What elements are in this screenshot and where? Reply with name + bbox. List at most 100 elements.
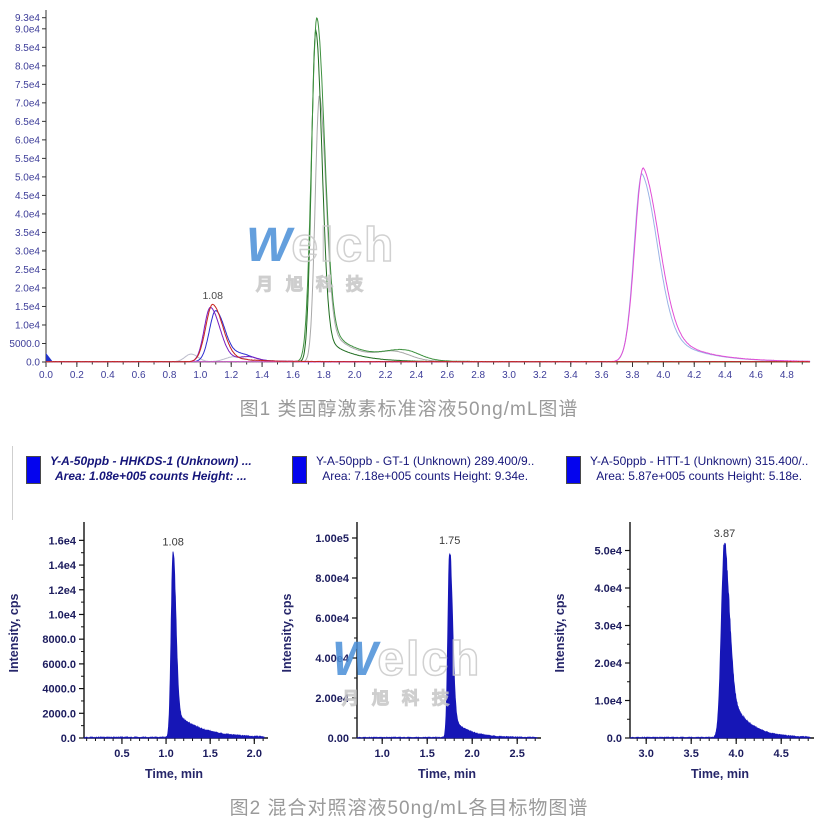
svg-text:1.4: 1.4 — [255, 370, 269, 381]
svg-text:8000.0: 8000.0 — [42, 634, 76, 646]
svg-text:4.4: 4.4 — [718, 370, 732, 381]
trace-area-height: Area: 5.87e+005 counts Height: 5.18e. — [596, 469, 803, 483]
trace-area-height: Area: 1.08e+005 counts Height: ... — [55, 469, 247, 483]
svg-text:3.0: 3.0 — [639, 748, 654, 760]
svg-text:0.5: 0.5 — [114, 748, 129, 760]
svg-text:1.6: 1.6 — [286, 370, 300, 381]
svg-text:2.5e4: 2.5e4 — [15, 265, 40, 276]
header-divider-line — [12, 446, 13, 520]
svg-text:0.6: 0.6 — [132, 370, 146, 381]
panel-gt1-plot: 0.00 2.00e4 4.00e4 6.00e4 8.00e4 1.00e5 1.0 1.5… — [280, 522, 541, 781]
trace-legend-htt1: Y-A-50ppb - HTT-1 (Unknown) 315.400/.. A… — [566, 454, 808, 484]
svg-text:Intensity, cps: Intensity, cps — [553, 593, 567, 672]
figure1-plot: 0.0 5000.0 1.0e4 1.5e4 2.0e4 2.5e4 3.0e4 3.5e4 4… — [9, 10, 811, 381]
svg-text:1.5: 1.5 — [420, 748, 435, 760]
svg-text:3.4: 3.4 — [564, 370, 578, 381]
svg-text:7.0e4: 7.0e4 — [15, 98, 40, 109]
svg-text:0.0: 0.0 — [26, 358, 40, 369]
svg-text:1.5e4: 1.5e4 — [15, 302, 40, 313]
panel-htt1: 0.0 1.0e4 2.0e4 3.0e4 4.0e4 5.0e4 3.0 3.5 4.0 4.5… — [546, 510, 818, 788]
svg-text:2.8: 2.8 — [471, 370, 485, 381]
svg-text:4.8: 4.8 — [780, 370, 794, 381]
svg-text:3.8: 3.8 — [626, 370, 640, 381]
trace-title: Y-A-50ppb - HHKDS-1 (Unknown) ... — [50, 454, 252, 468]
svg-text:0.4: 0.4 — [101, 370, 115, 381]
svg-text:2.5: 2.5 — [510, 748, 525, 760]
svg-text:4.0e4: 4.0e4 — [594, 583, 622, 595]
figure1-caption: 图1 类固醇激素标准溶液50ng/mL图谱 — [239, 399, 579, 420]
svg-text:8.0e4: 8.0e4 — [15, 61, 40, 72]
legend-color-swatch — [26, 456, 41, 484]
svg-text:3.0: 3.0 — [502, 370, 516, 381]
trace-legend-gt1: Y-A-50ppb - GT-1 (Unknown) 289.400/9.. A… — [292, 454, 534, 484]
svg-text:4.2: 4.2 — [687, 370, 701, 381]
svg-text:1.75: 1.75 — [439, 535, 460, 547]
svg-text:Intensity, cps: Intensity, cps — [7, 593, 21, 672]
trace-legend-hhkds1: Y-A-50ppb - HHKDS-1 (Unknown) ... Area: … — [26, 454, 252, 484]
svg-text:Time, min: Time, min — [418, 767, 476, 781]
panel-gt1: 0.00 2.00e4 4.00e4 6.00e4 8.00e4 1.00e5 1.0 1.5… — [273, 510, 545, 788]
svg-text:2.0: 2.0 — [465, 748, 480, 760]
legend-color-swatch — [292, 456, 307, 484]
svg-text:7.5e4: 7.5e4 — [15, 80, 40, 91]
trace-title: Y-A-50ppb - GT-1 (Unknown) 289.400/9.. — [316, 454, 535, 468]
svg-text:1.8: 1.8 — [317, 370, 331, 381]
svg-text:4.0: 4.0 — [656, 370, 670, 381]
svg-text:6.0e4: 6.0e4 — [15, 135, 40, 146]
panel-hhkds1: 0.0 2000.0 4000.0 6000.0 8000.0 1.0e4 1.2e4 1.4… — [0, 510, 272, 788]
svg-text:1.08: 1.08 — [202, 290, 223, 302]
svg-text:1.00e5: 1.00e5 — [315, 533, 349, 545]
trace-legend-text: Y-A-50ppb - GT-1 (Unknown) 289.400/9.. A… — [316, 454, 534, 484]
svg-text:0.8: 0.8 — [163, 370, 177, 381]
svg-text:Intensity, cps: Intensity, cps — [280, 593, 294, 672]
svg-text:2.6: 2.6 — [440, 370, 454, 381]
svg-text:5.5e4: 5.5e4 — [15, 154, 40, 165]
svg-text:1.08: 1.08 — [162, 537, 183, 549]
svg-text:0.0: 0.0 — [39, 370, 53, 381]
svg-text:2.0e4: 2.0e4 — [15, 283, 40, 294]
svg-text:1.0e4: 1.0e4 — [48, 609, 76, 621]
svg-text:5000.0: 5000.0 — [9, 339, 40, 350]
svg-text:3.5: 3.5 — [684, 748, 699, 760]
svg-text:6.5e4: 6.5e4 — [15, 117, 40, 128]
svg-text:Time, min: Time, min — [145, 767, 203, 781]
figure2-caption: 图2 混合对照溶液50ng/mL各目标物图谱 — [229, 798, 589, 819]
svg-text:0.2: 0.2 — [70, 370, 84, 381]
svg-text:3.6: 3.6 — [595, 370, 609, 381]
svg-text:1.0: 1.0 — [193, 370, 207, 381]
svg-text:6.00e4: 6.00e4 — [315, 613, 350, 625]
svg-text:1.2e4: 1.2e4 — [48, 585, 76, 597]
svg-text:6000.0: 6000.0 — [42, 659, 76, 671]
figure1-chromatogram: 0.0 5000.0 1.0e4 1.5e4 2.0e4 2.5e4 3.0e4 3.5e4 4… — [0, 0, 818, 390]
svg-text:3.0e4: 3.0e4 — [594, 621, 622, 633]
svg-text:9.0e4: 9.0e4 — [15, 24, 40, 35]
svg-text:2.00e4: 2.00e4 — [315, 693, 350, 705]
svg-text:1.0: 1.0 — [375, 748, 390, 760]
svg-text:1.2: 1.2 — [224, 370, 238, 381]
svg-text:4.0: 4.0 — [729, 748, 744, 760]
svg-text:5.0e4: 5.0e4 — [594, 546, 622, 558]
svg-text:1.0e4: 1.0e4 — [594, 696, 622, 708]
svg-text:2.0e4: 2.0e4 — [594, 658, 622, 670]
trace-legend-text: Y-A-50ppb - HTT-1 (Unknown) 315.400/.. A… — [590, 454, 808, 484]
svg-text:4000.0: 4000.0 — [42, 684, 76, 696]
panel-hhkds1-plot: 0.0 2000.0 4000.0 6000.0 8000.0 1.0e4 1.2e4 1.4… — [7, 522, 268, 781]
svg-text:4.00e4: 4.00e4 — [315, 653, 350, 665]
svg-text:4.5e4: 4.5e4 — [15, 191, 40, 202]
trace-title: Y-A-50ppb - HTT-1 (Unknown) 315.400/.. — [590, 454, 809, 468]
svg-text:4.5: 4.5 — [774, 748, 789, 760]
panel-htt1-plot: 0.0 1.0e4 2.0e4 3.0e4 4.0e4 5.0e4 3.0 3.5 4.0 4.5… — [553, 522, 814, 781]
svg-text:8.5e4: 8.5e4 — [15, 43, 40, 54]
svg-text:3.87: 3.87 — [714, 528, 735, 540]
trace-legend-text: Y-A-50ppb - HHKDS-1 (Unknown) ... Area: … — [50, 454, 252, 484]
svg-text:Time, min: Time, min — [691, 767, 749, 781]
svg-text:2.4: 2.4 — [409, 370, 423, 381]
svg-text:2.2: 2.2 — [379, 370, 393, 381]
svg-text:3.2: 3.2 — [533, 370, 547, 381]
svg-text:3.0e4: 3.0e4 — [15, 246, 40, 257]
svg-text:1.0e4: 1.0e4 — [15, 320, 40, 331]
svg-text:0.00: 0.00 — [328, 733, 349, 745]
svg-text:9.3e4: 9.3e4 — [15, 13, 40, 24]
svg-text:2.0: 2.0 — [247, 748, 262, 760]
